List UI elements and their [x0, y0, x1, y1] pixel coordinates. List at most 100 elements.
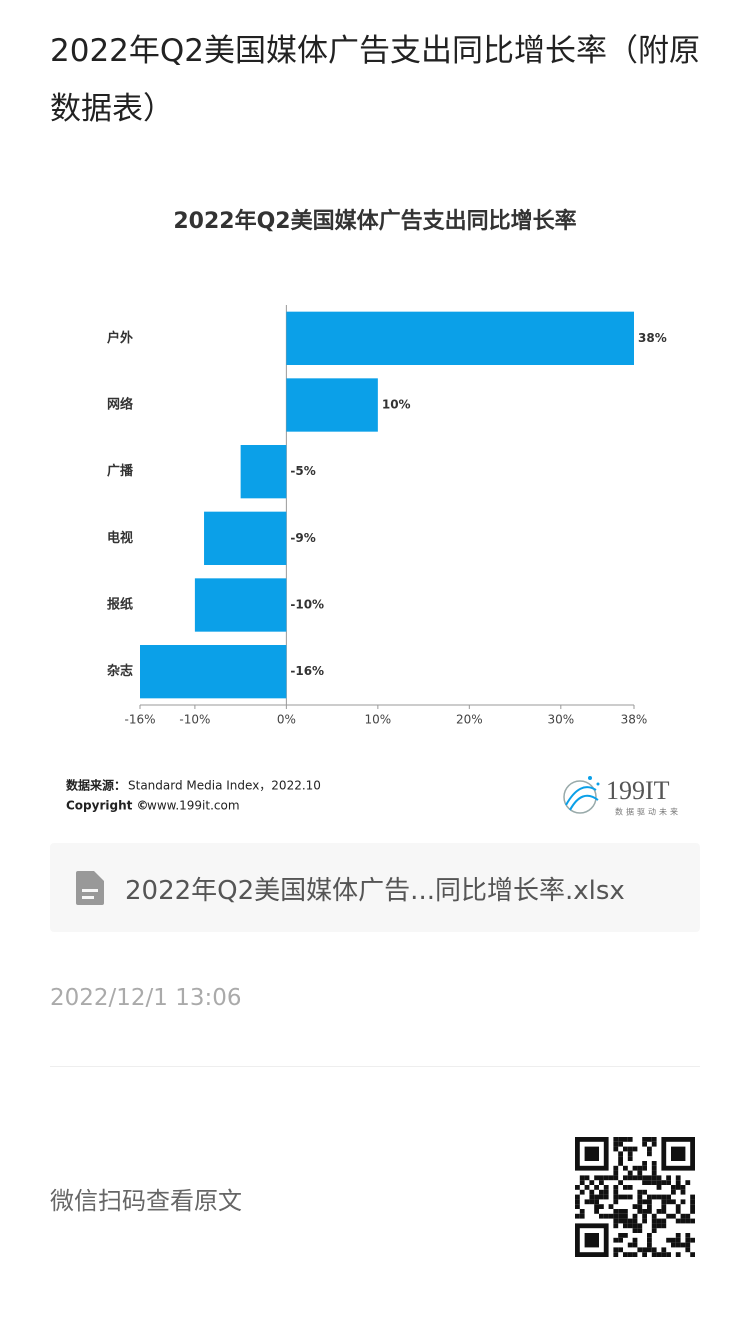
qr-cell: [666, 1175, 671, 1181]
qr-cell: [623, 1165, 628, 1171]
x-tick-label: 0%: [277, 713, 296, 727]
qr-cell: [623, 1194, 628, 1200]
chart-title: 2022年Q2美国媒体广告支出同比增长率: [173, 208, 576, 234]
qr-cell: [642, 1161, 647, 1166]
qr-cell: [671, 1199, 676, 1205]
qr-cell: [656, 1180, 662, 1185]
qr-cell: [618, 1151, 623, 1157]
qr-cell: [613, 1146, 619, 1152]
qr-cell: [623, 1233, 628, 1238]
qr-cell: [618, 1247, 623, 1253]
qr-cell: [589, 1180, 595, 1185]
qr-cell: [661, 1194, 667, 1200]
qr-cell: [599, 1175, 604, 1181]
qr-cell: [656, 1218, 662, 1224]
qr-cell: [656, 1223, 662, 1229]
qr-cell: [651, 1194, 657, 1200]
qr-cell: [637, 1223, 643, 1229]
qr-cell: [613, 1185, 619, 1190]
qr-cell: [690, 1204, 695, 1209]
qr-cell: [627, 1223, 633, 1229]
qr-cell: [647, 1247, 652, 1253]
attachment[interactable]: 2022年Q2美国媒体广告...同比增长率.xlsx: [50, 843, 700, 932]
qr-cell: [623, 1146, 628, 1152]
qr-cell: [637, 1199, 643, 1205]
qr-cell: [613, 1175, 619, 1181]
qr-cell: [690, 1209, 695, 1214]
qr-cell: [642, 1175, 647, 1181]
qr-cell: [584, 1185, 590, 1190]
qr-cell: [642, 1247, 647, 1253]
qr-cell: [666, 1213, 671, 1219]
qr-cell: [623, 1213, 628, 1219]
qr-cell: [661, 1209, 667, 1214]
qr-cell: [613, 1194, 619, 1200]
qr-cell: [690, 1199, 695, 1205]
copyright-label: Copyright ©: [66, 799, 149, 813]
qr-cell: [584, 1175, 590, 1181]
qr-cell: [671, 1213, 676, 1219]
qr-cell: [656, 1175, 662, 1181]
qr-cell: [647, 1209, 652, 1214]
qr-cell: [656, 1252, 662, 1257]
qr-cell: [594, 1185, 599, 1190]
bar: [204, 511, 287, 565]
qr-cell: [647, 1233, 652, 1238]
qr-cell: [618, 1218, 623, 1224]
qr-cell: [661, 1252, 667, 1257]
qr-cell: [637, 1165, 643, 1171]
qr-cell: [627, 1218, 633, 1224]
qr-cell: [599, 1180, 604, 1185]
qr-cell: [613, 1237, 619, 1243]
qr-cell: [642, 1213, 647, 1219]
qr-cell: [666, 1194, 671, 1200]
qr-cell: [675, 1237, 681, 1243]
qr-cell: [680, 1218, 686, 1224]
qr-cell: [647, 1137, 652, 1142]
qr-cell: [613, 1141, 619, 1147]
qr-cell: [632, 1242, 638, 1248]
qr-cell: [623, 1175, 628, 1181]
qr-cell: [613, 1247, 619, 1253]
bar: [140, 645, 287, 699]
qr-cell: [575, 1213, 580, 1219]
qr-cell: [642, 1141, 647, 1147]
qr-cell: [656, 1209, 662, 1214]
value-label: -9%: [290, 531, 315, 545]
qr-cell: [680, 1189, 686, 1195]
qr-cell: [627, 1252, 633, 1257]
qr-cell: [637, 1204, 643, 1209]
qr-cell: [632, 1165, 638, 1171]
logo-icon: [563, 776, 600, 814]
logo-slogan: 数据驱动未来: [615, 807, 681, 817]
qr-cell: [661, 1180, 667, 1185]
qr-cell: [675, 1180, 681, 1185]
qr-cell: [637, 1247, 643, 1253]
qr-cell: [613, 1189, 619, 1195]
qr-cell: [680, 1199, 686, 1205]
qr-cell: [632, 1218, 638, 1224]
qr-cell: [647, 1180, 652, 1185]
qr-cell: [651, 1247, 657, 1253]
file-icon: [76, 871, 104, 905]
qr-cell: [661, 1218, 667, 1224]
qr-cell: [647, 1199, 652, 1205]
y-tick-label: 网络: [107, 397, 133, 413]
qr-cell: [680, 1185, 686, 1190]
qr-code[interactable]: [575, 1137, 695, 1257]
source-label: 数据来源：: [66, 778, 126, 793]
qr-cell: [656, 1194, 662, 1200]
qr-cell: [685, 1213, 691, 1219]
qr-cell: [613, 1170, 619, 1176]
qr-cell: [642, 1180, 647, 1185]
qr-cell: [632, 1228, 638, 1233]
qr-cell: [642, 1165, 647, 1171]
footer-text: 微信扫码查看原文: [50, 1187, 242, 1215]
qr-cell: [618, 1137, 623, 1142]
value-label: 38%: [638, 331, 667, 345]
qr-cell: [642, 1199, 647, 1205]
qr-cell: [661, 1199, 667, 1205]
qr-cell: [632, 1252, 638, 1257]
qr-cell: [589, 1189, 595, 1195]
logo-name: 199IT: [606, 776, 670, 805]
